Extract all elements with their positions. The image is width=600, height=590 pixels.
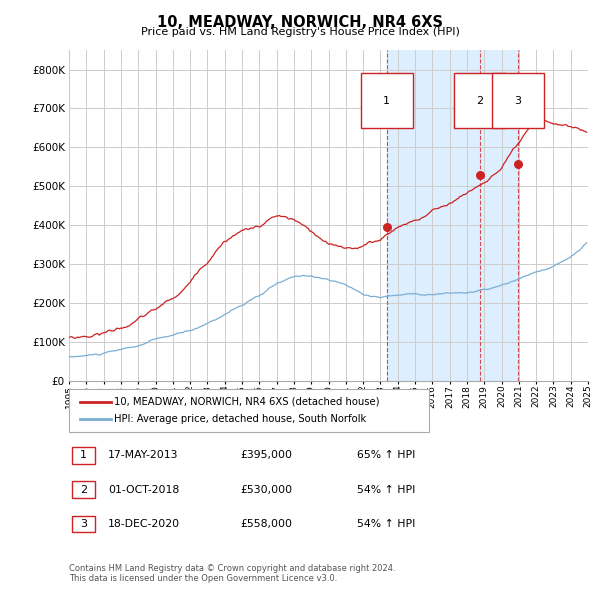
Text: 1: 1 <box>80 451 87 460</box>
Text: 3: 3 <box>80 519 87 529</box>
Text: 54% ↑ HPI: 54% ↑ HPI <box>357 519 415 529</box>
Text: 18-DEC-2020: 18-DEC-2020 <box>108 519 180 529</box>
Text: £395,000: £395,000 <box>240 451 292 460</box>
Bar <box>387 50 518 381</box>
Text: HPI: Average price, detached house, South Norfolk: HPI: Average price, detached house, Sout… <box>114 414 366 424</box>
Text: 54% ↑ HPI: 54% ↑ HPI <box>357 485 415 494</box>
Point <box>475 170 485 179</box>
Point <box>382 222 392 232</box>
Text: 2: 2 <box>80 485 87 494</box>
Text: 17-MAY-2013: 17-MAY-2013 <box>108 451 179 460</box>
Text: £558,000: £558,000 <box>240 519 292 529</box>
Text: 1: 1 <box>383 96 391 106</box>
Text: 10, MEADWAY, NORWICH, NR4 6XS (detached house): 10, MEADWAY, NORWICH, NR4 6XS (detached … <box>114 397 380 407</box>
Point <box>514 159 523 168</box>
Text: Contains HM Land Registry data © Crown copyright and database right 2024.
This d: Contains HM Land Registry data © Crown c… <box>69 563 395 583</box>
Text: £530,000: £530,000 <box>240 485 292 494</box>
Text: Price paid vs. HM Land Registry's House Price Index (HPI): Price paid vs. HM Land Registry's House … <box>140 27 460 37</box>
Text: 65% ↑ HPI: 65% ↑ HPI <box>357 451 415 460</box>
Text: 10, MEADWAY, NORWICH, NR4 6XS: 10, MEADWAY, NORWICH, NR4 6XS <box>157 15 443 30</box>
Text: 3: 3 <box>515 96 521 106</box>
Text: 2: 2 <box>476 96 484 106</box>
Text: 01-OCT-2018: 01-OCT-2018 <box>108 485 179 494</box>
